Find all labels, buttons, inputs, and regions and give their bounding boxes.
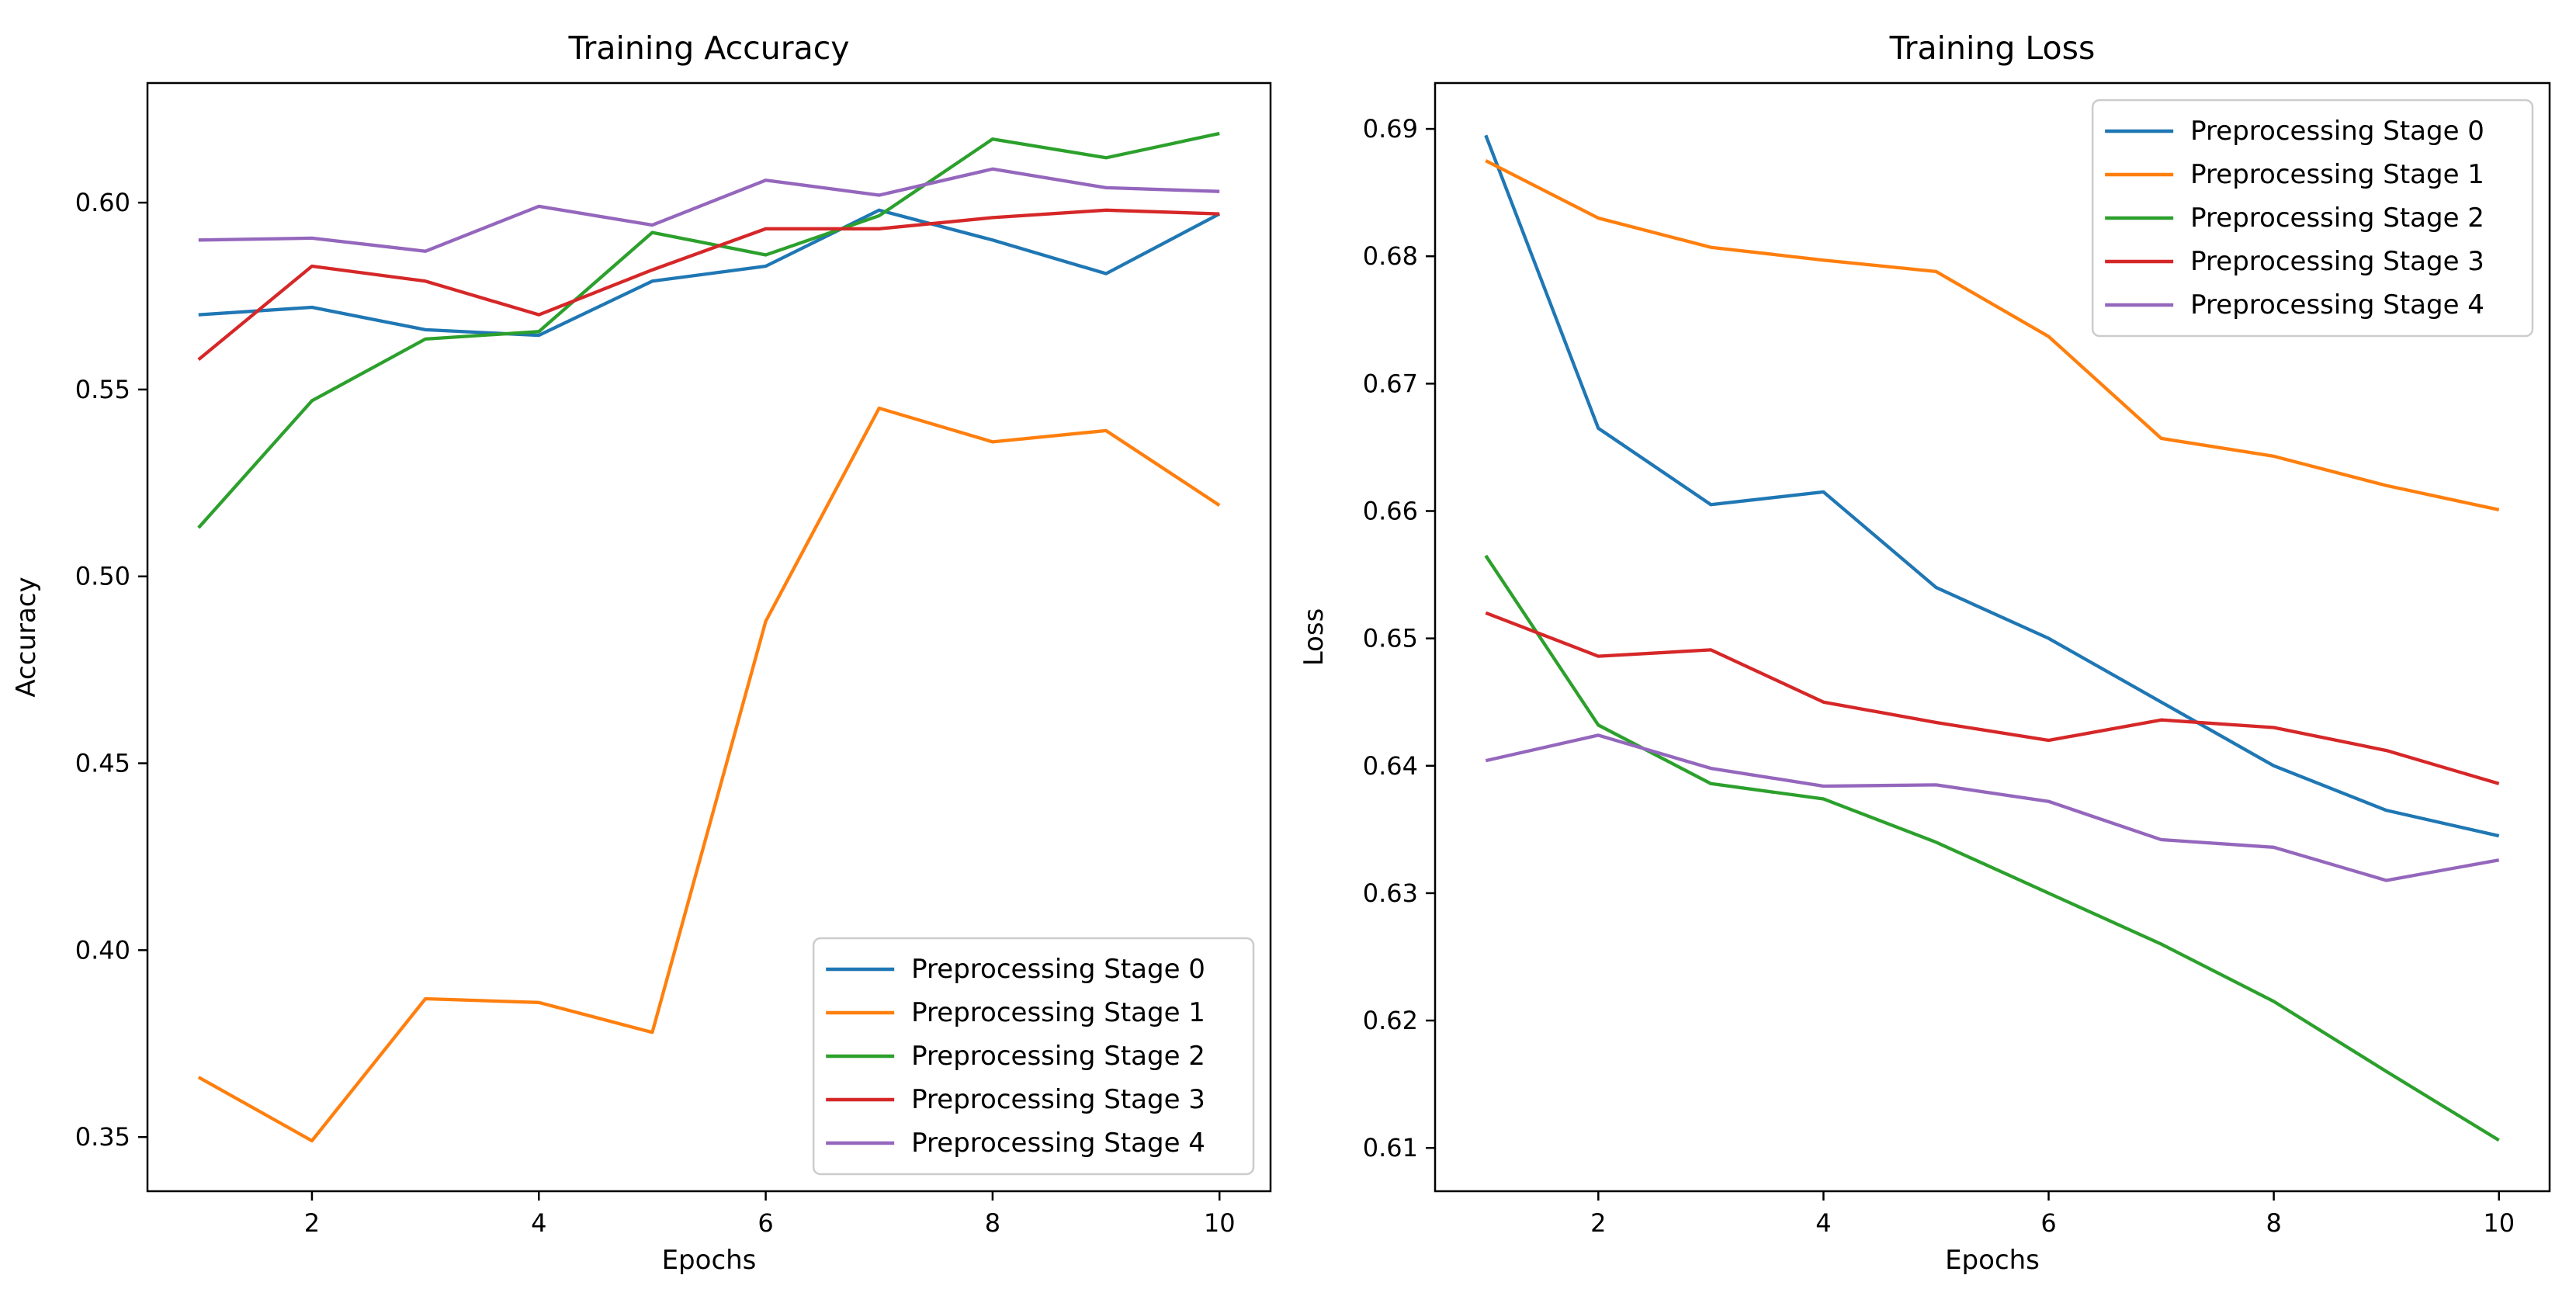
- legend-label: Preprocessing Stage 2: [911, 1041, 1205, 1072]
- series-line-preprocessing-stage-3: [1485, 611, 2500, 785]
- y-tick-label: 0.67: [1363, 369, 1418, 398]
- legend-label: Preprocessing Stage 1: [2190, 159, 2484, 190]
- chart-title: Training Accuracy: [568, 29, 850, 67]
- y-axis-label: Loss: [1298, 608, 1330, 667]
- series-line-preprocessing-stage-2: [1484, 554, 2500, 1142]
- subplot-training-loss: 0.61 0.62 0.63 0.64 0.65 0.66 0.67 0.68 0.69 2 4 6 8…: [1298, 29, 2551, 1276]
- chart-title: Training Loss: [1889, 29, 2096, 67]
- x-tick-label: 2: [1590, 1208, 1606, 1238]
- y-tick-label: 0.40: [75, 935, 130, 965]
- y-tick-label: 0.65: [1363, 624, 1418, 653]
- subplot-training-accuracy: 0.35 0.40 0.45 0.50 0.55 0.60 2 4 6 8 10 Training A…: [11, 29, 1272, 1276]
- x-tick-label: 2: [304, 1208, 320, 1238]
- y-tick-label: 0.61: [1363, 1133, 1418, 1163]
- legend-label: Preprocessing Stage 3: [911, 1084, 1205, 1115]
- y-tick-label: 0.69: [1363, 114, 1418, 144]
- series-line-preprocessing-stage-0: [1484, 134, 2500, 838]
- x-tick-label: 6: [2040, 1208, 2056, 1238]
- legend: Preprocessing Stage 0 Preprocessing Stage…: [812, 937, 1255, 1176]
- y-tick-label: 0.62: [1363, 1006, 1418, 1035]
- legend-label: Preprocessing Stage 2: [2190, 203, 2484, 234]
- x-tick-label: 8: [2266, 1208, 2281, 1238]
- x-tick-label: 10: [1204, 1208, 1236, 1238]
- x-axis-label: Epochs: [662, 1245, 757, 1276]
- y-tick-label: 0.50: [75, 562, 130, 591]
- y-tick-label: 0.66: [1363, 497, 1418, 526]
- x-axis-label: Epochs: [1945, 1245, 2040, 1276]
- axes-frame: [1434, 81, 2551, 1193]
- x-tick-label: 8: [985, 1208, 1000, 1238]
- y-tick-label: 0.55: [75, 375, 130, 404]
- y-tick-label: 0.45: [75, 749, 130, 778]
- x-tick-label: 4: [1815, 1208, 1831, 1238]
- x-tick-label: 6: [758, 1208, 773, 1238]
- series-line-preprocessing-stage-4: [198, 167, 1220, 253]
- y-axis-label: Accuracy: [11, 577, 42, 697]
- legend-frame: [2091, 99, 2534, 338]
- series-line-preprocessing-stage-3: [197, 208, 1220, 362]
- series-line-preprocessing-stage-0: [198, 208, 1221, 338]
- y-tick-label: 0.68: [1363, 241, 1418, 271]
- axes-frame: [146, 81, 1272, 1193]
- legend-frame: [812, 937, 1255, 1176]
- series-line-preprocessing-stage-1: [1485, 159, 2500, 512]
- y-tick-label: 0.60: [75, 188, 130, 217]
- legend-label: Preprocessing Stage 4: [911, 1128, 1205, 1159]
- series-line-preprocessing-stage-1: [197, 406, 1221, 1143]
- legend-label: Preprocessing Stage 0: [911, 954, 1205, 985]
- legend-label: Preprocessing Stage 3: [2190, 246, 2484, 277]
- x-tick-label: 10: [2483, 1208, 2515, 1238]
- y-tick-label: 0.64: [1363, 751, 1418, 781]
- legend-label: Preprocessing Stage 1: [911, 997, 1205, 1028]
- y-tick-label: 0.35: [75, 1122, 130, 1152]
- y-tick-label: 0.63: [1363, 878, 1418, 908]
- legend-label: Preprocessing Stage 4: [2190, 289, 2484, 321]
- legend-label: Preprocessing Stage 0: [2190, 116, 2484, 147]
- legend: Preprocessing Stage 0 Preprocessing Stage…: [2091, 99, 2534, 338]
- x-tick-label: 4: [531, 1208, 546, 1238]
- series-line-preprocessing-stage-2: [197, 131, 1220, 529]
- series-line-preprocessing-stage-4: [1485, 733, 2500, 882]
